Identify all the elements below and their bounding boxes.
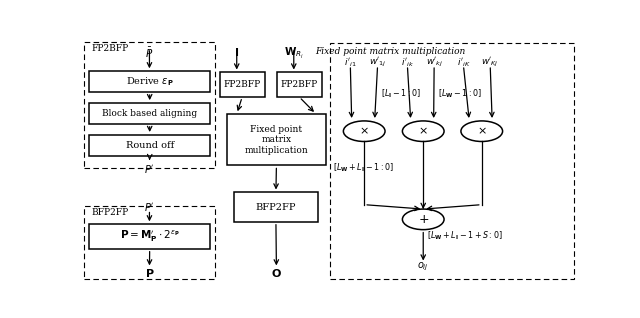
- Text: $i'_{iK}$: $i'_{iK}$: [456, 56, 470, 69]
- Text: Block based aligning: Block based aligning: [102, 109, 197, 118]
- Text: $w'_{Kj}$: $w'_{Kj}$: [481, 56, 499, 69]
- Bar: [234, 192, 318, 222]
- Bar: [330, 43, 573, 279]
- Text: $\mathbf{I}$: $\mathbf{I}$: [234, 45, 239, 58]
- Text: $i'_{i1}$: $i'_{i1}$: [344, 56, 356, 69]
- Text: Fixed point
matrix
multiplication: Fixed point matrix multiplication: [244, 125, 308, 155]
- Text: $+$: $+$: [418, 213, 429, 226]
- Text: $\bar{P}$: $\bar{P}$: [145, 45, 154, 59]
- Text: FP2BFP: FP2BFP: [223, 80, 261, 89]
- Bar: [84, 206, 216, 279]
- Bar: [89, 103, 211, 124]
- Text: $P'$: $P'$: [144, 201, 155, 213]
- Text: $[L_\mathbf{W}+L_\mathbf{I}-1+S:0]$: $[L_\mathbf{W}+L_\mathbf{I}-1+S:0]$: [428, 229, 503, 242]
- Text: Fixed point matrix multiplication: Fixed point matrix multiplication: [315, 47, 465, 56]
- Text: $w'_{1j}$: $w'_{1j}$: [369, 56, 387, 69]
- Text: $\mathbf{O}$: $\mathbf{O}$: [271, 267, 282, 279]
- Text: FP2BFP: FP2BFP: [280, 80, 318, 89]
- Bar: [277, 73, 321, 97]
- Text: $\times$: $\times$: [419, 126, 428, 136]
- Text: $w'_{kj}$: $w'_{kj}$: [426, 56, 443, 69]
- Text: BFP2FP: BFP2FP: [92, 208, 129, 217]
- Text: $\mathbf{W}_{R_i}$: $\mathbf{W}_{R_i}$: [284, 45, 304, 60]
- Text: FP2BFP: FP2BFP: [92, 44, 129, 53]
- Bar: [84, 42, 216, 168]
- Bar: [227, 114, 326, 165]
- Text: $\times$: $\times$: [359, 126, 369, 136]
- Bar: [220, 73, 264, 97]
- Bar: [89, 135, 211, 156]
- Text: $[L_\mathbf{W}+L_\mathbf{I}-1:0]$: $[L_\mathbf{W}+L_\mathbf{I}-1:0]$: [333, 162, 394, 174]
- Text: $P'$: $P'$: [144, 163, 155, 175]
- Text: Round off: Round off: [125, 141, 174, 150]
- Text: $i'_{ik}$: $i'_{ik}$: [401, 56, 414, 69]
- Text: $\mathbf{P}$: $\mathbf{P}$: [145, 267, 154, 279]
- Text: $[L_\mathbf{I}-1:0]$: $[L_\mathbf{I}-1:0]$: [381, 87, 421, 100]
- Text: BFP2FP: BFP2FP: [255, 203, 296, 211]
- Bar: [89, 71, 211, 92]
- Text: Derive $\varepsilon_\mathbf{P}$: Derive $\varepsilon_\mathbf{P}$: [126, 75, 173, 88]
- Text: $o_{ij}$: $o_{ij}$: [417, 261, 429, 273]
- Text: $[L_\mathbf{W}-1:0]$: $[L_\mathbf{W}-1:0]$: [438, 87, 482, 100]
- Bar: [89, 224, 211, 249]
- Text: $\mathbf{P} = \mathbf{M}_\mathbf{P}^\prime \cdot 2^{\varepsilon_\mathbf{P}}$: $\mathbf{P} = \mathbf{M}_\mathbf{P}^\pri…: [120, 229, 180, 244]
- Text: $\times$: $\times$: [477, 126, 486, 136]
